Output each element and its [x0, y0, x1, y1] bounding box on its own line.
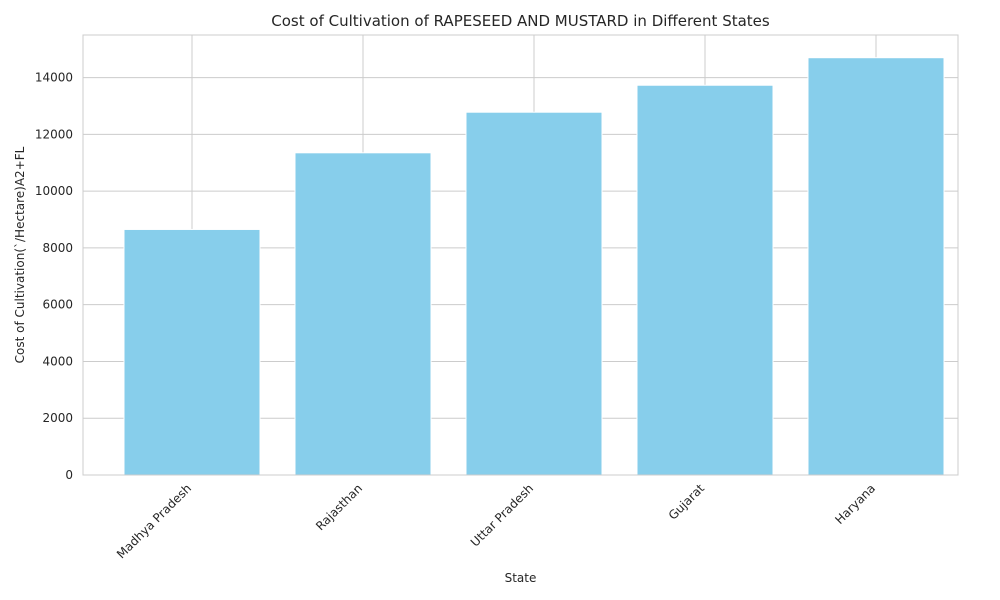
x-tick-label: Rajasthan — [313, 481, 365, 533]
y-tick-label: 12000 — [35, 127, 73, 141]
y-tick-label: 10000 — [35, 184, 73, 198]
y-tick-label: 14000 — [35, 71, 73, 85]
bar-haryana — [807, 57, 945, 476]
y-tick-label: 2000 — [42, 411, 73, 425]
x-tick-label: Gujarat — [666, 481, 708, 523]
x-axis-label: State — [505, 571, 537, 585]
bar-madhya-pradesh — [123, 228, 261, 476]
x-tick-label: Haryana — [832, 481, 878, 527]
bars-layer — [123, 57, 945, 476]
y-tick-label: 0 — [65, 468, 73, 482]
y-tick-labels: 0 2000 4000 6000 8000 10000 12000 14000 — [35, 71, 73, 482]
y-axis-label: Cost of Cultivation(`/Hectare)A2+FL — [13, 146, 27, 363]
x-tick-label: Madhya Pradesh — [114, 481, 194, 561]
bar-gujarat — [636, 84, 774, 476]
x-tick-label: Uttar Pradesh — [468, 481, 536, 549]
y-tick-label: 6000 — [42, 298, 73, 312]
chart-title: Cost of Cultivation of RAPESEED AND MUST… — [271, 12, 770, 30]
x-tick-labels: Madhya Pradesh Rajasthan Uttar Pradesh Guja… — [114, 481, 878, 561]
bar-uttar-pradesh — [465, 111, 603, 476]
y-tick-label: 8000 — [42, 241, 73, 255]
plot-frame — [82, 34, 959, 476]
y-tick-label: 4000 — [42, 354, 73, 368]
bar-rajasthan — [294, 152, 432, 476]
